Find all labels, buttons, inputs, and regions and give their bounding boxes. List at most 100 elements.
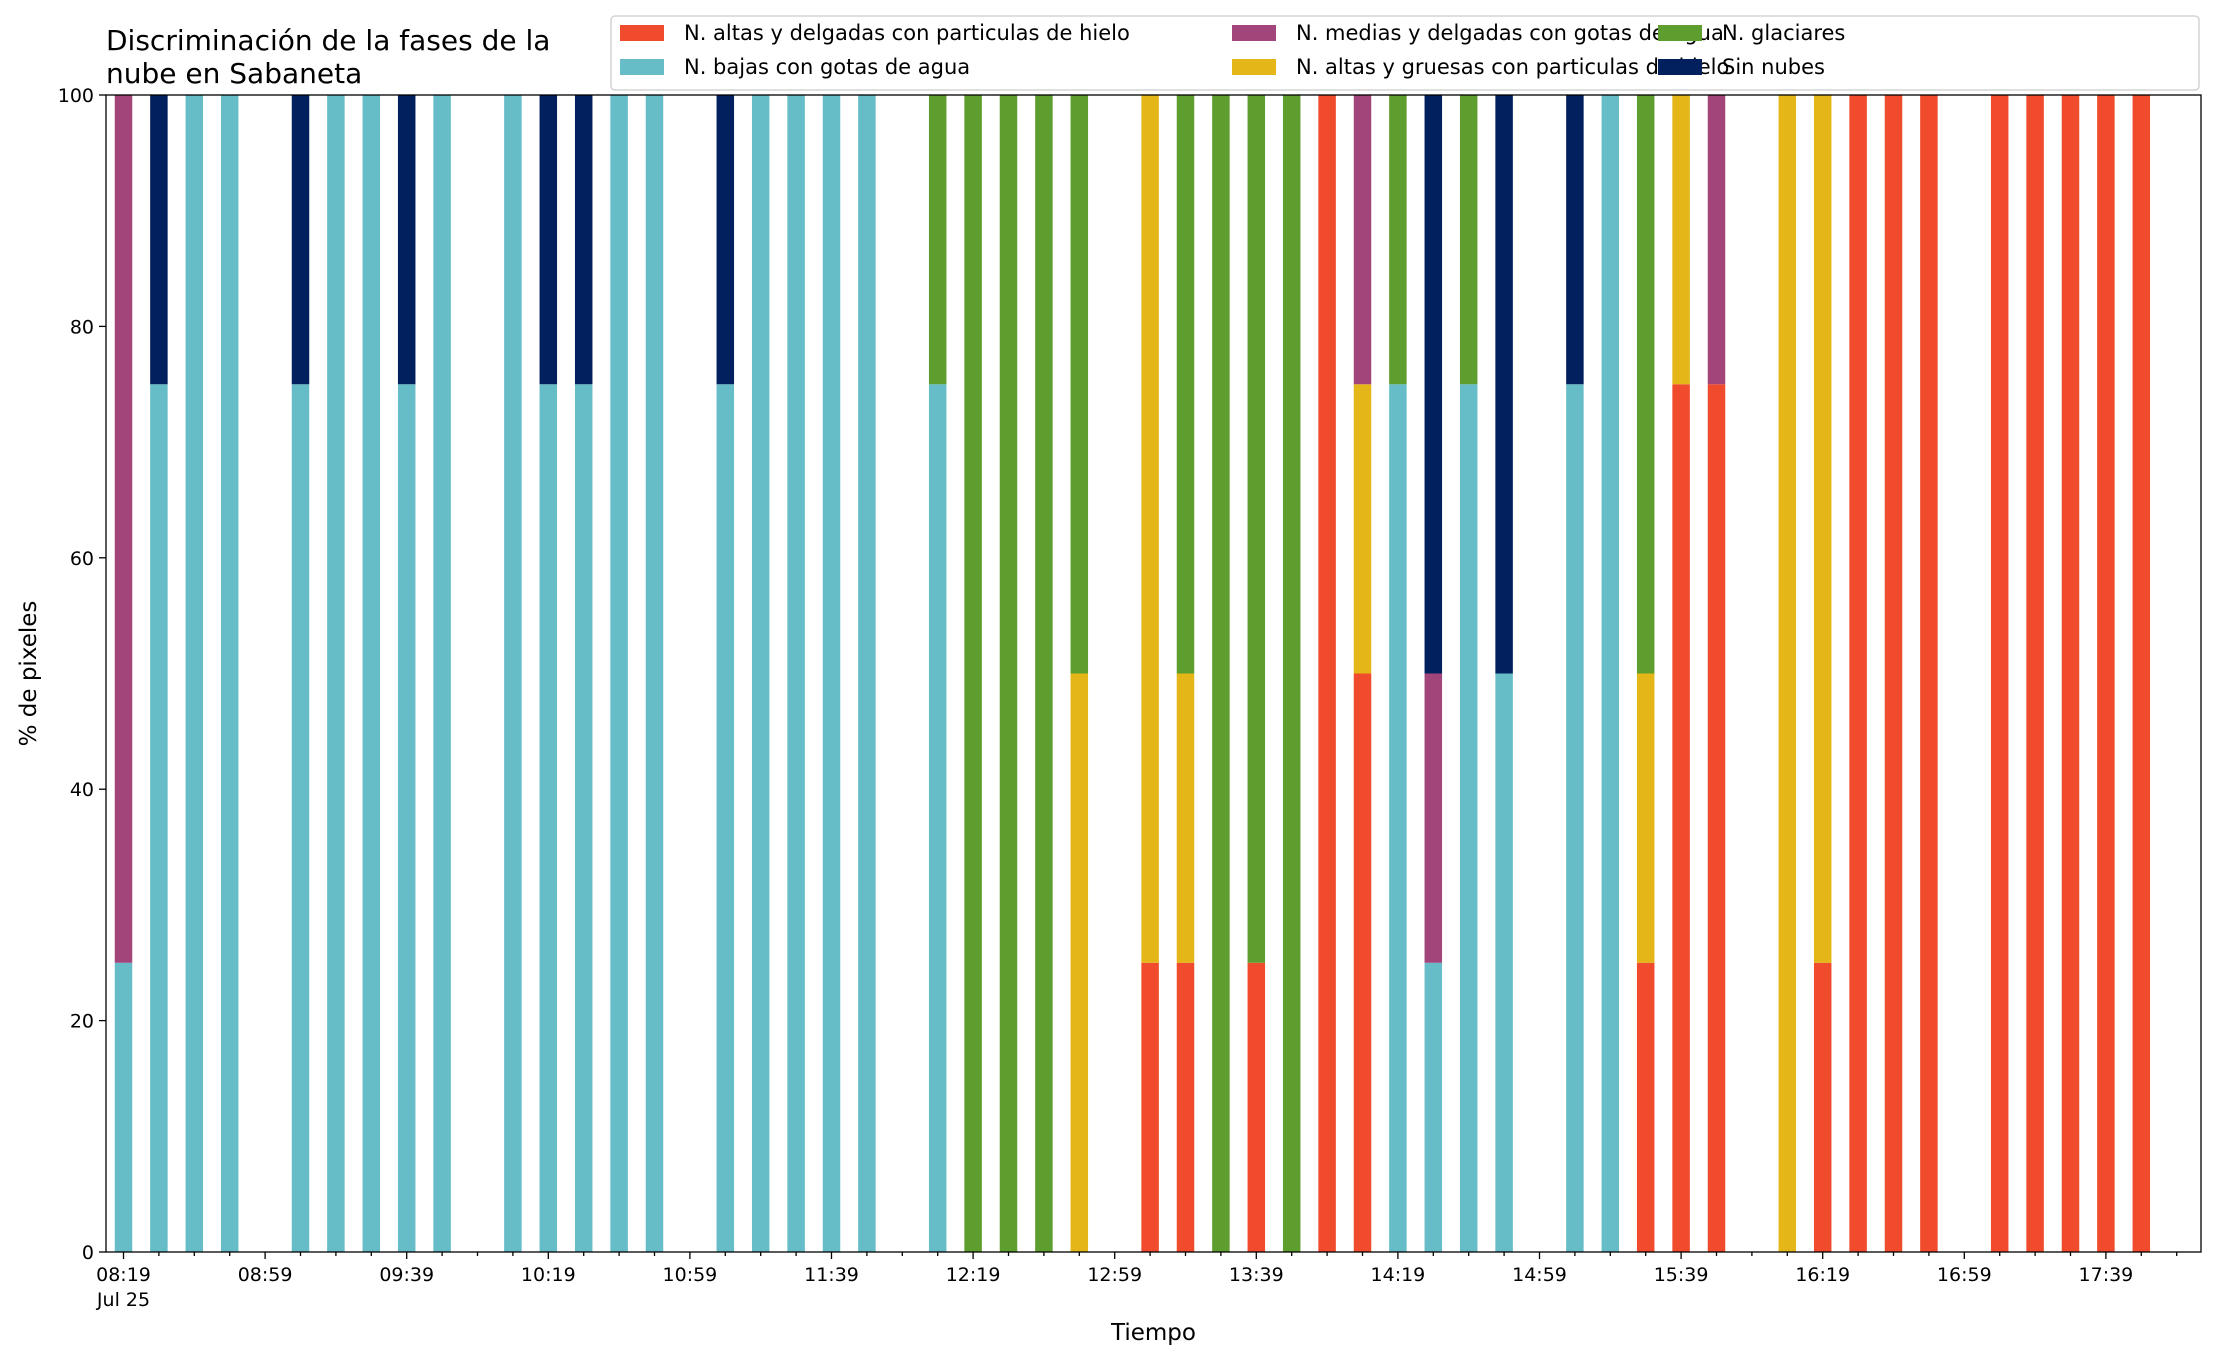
bar-segment	[291, 384, 310, 1252]
y-axis: 0 20 40 60 80 100	[58, 85, 106, 1264]
bar-segment	[574, 384, 593, 1252]
bar-segment	[150, 384, 168, 1252]
legend-label: N. altas y gruesas con particulas de hie…	[1296, 55, 1729, 79]
bar-segment	[1672, 95, 1690, 385]
bar-segment	[928, 95, 947, 385]
legend-swatch	[1232, 25, 1276, 41]
bar-segment	[1247, 962, 1266, 1252]
x-tick-label: 12:19	[946, 1264, 1001, 1286]
bar-segment	[1495, 673, 1513, 1252]
x-tick-label: 15:39	[1654, 1264, 1709, 1286]
legend-entry: N. bajas con gotas de agua	[620, 55, 970, 79]
bar-segment	[1141, 962, 1159, 1252]
x-tick-label: 10:59	[663, 1264, 718, 1286]
bar-segment	[1389, 95, 1407, 385]
x-tick-label: 11:39	[804, 1264, 859, 1286]
bar-segment	[1636, 673, 1655, 963]
bars-layer	[114, 95, 2151, 1252]
bar-segment	[645, 95, 664, 1252]
legend-swatch	[620, 25, 664, 41]
y-tick-label: 40	[70, 779, 94, 801]
bar-segment	[1813, 95, 1832, 963]
y-tick-label: 0	[82, 1242, 94, 1264]
y-tick-label: 80	[70, 316, 94, 338]
x-tick-label: 12:59	[1087, 1264, 1142, 1286]
chart-title-line-1: Discriminación de la fases de la	[106, 24, 550, 57]
bar-segment	[2026, 95, 2044, 1252]
y-tick-label: 20	[70, 1011, 94, 1033]
bar-segment	[1318, 95, 1336, 1252]
bar-segment	[1813, 962, 1832, 1252]
legend-label: N. altas y delgadas con particulas de hi…	[684, 21, 1130, 45]
bar-segment	[1459, 95, 1478, 385]
x-tick-label: 16:59	[1937, 1264, 1992, 1286]
legend-label: N. medias y delgadas con gotas de agua	[1296, 21, 1724, 45]
bar-segment	[1035, 95, 1053, 1252]
bar-segment	[787, 95, 805, 1252]
bar-segment	[1353, 673, 1372, 1252]
bar-segment	[1495, 95, 1513, 674]
legend-entry: Sin nubes	[1658, 55, 1825, 79]
bar-segment	[574, 95, 593, 385]
bar-segment	[2061, 95, 2080, 1252]
bar-segment	[964, 95, 982, 1252]
bar-segment	[1920, 95, 1938, 1252]
legend-label: Sin nubes	[1722, 55, 1825, 79]
bar-segment	[716, 384, 735, 1252]
bar-segment	[1566, 384, 1584, 1252]
bar-segment	[1070, 95, 1089, 674]
bar-segment	[2132, 95, 2151, 1252]
bar-segment	[2097, 95, 2115, 1252]
x-tick-label: 08:19	[96, 1264, 151, 1286]
x-tick-label: 10:19	[521, 1264, 576, 1286]
legend-entry: N. altas y delgadas con particulas de hi…	[620, 21, 1130, 45]
legend-entry: N. altas y gruesas con particulas de hie…	[1232, 55, 1729, 79]
bar-segment	[858, 95, 876, 1252]
bar-segment	[1849, 95, 1867, 1252]
bar-segment	[291, 95, 310, 385]
bar-segment	[1566, 95, 1584, 385]
bar-segment	[822, 95, 841, 1252]
bar-segment	[539, 384, 558, 1252]
x-tick-label: 14:59	[1512, 1264, 1567, 1286]
bar-segment	[1176, 962, 1195, 1252]
bar-segment	[1990, 95, 2009, 1252]
bar-segment	[751, 95, 770, 1252]
bar-segment	[1424, 962, 1443, 1252]
bar-segment	[1672, 384, 1690, 1252]
bar-segment	[1636, 95, 1655, 674]
bar-segment	[1459, 384, 1478, 1252]
bar-segment	[1424, 673, 1443, 963]
bar-segment	[1707, 384, 1726, 1252]
bar-segment	[716, 95, 735, 385]
x-axis: 08:19 08:59 09:39 10:19 10:59 11:39 12:19 12:59…	[96, 1252, 2178, 1311]
bar-segment	[220, 95, 239, 1252]
bar-segment	[114, 95, 133, 963]
legend-swatch	[1658, 25, 1702, 41]
legend-label: N. bajas con gotas de agua	[684, 55, 970, 79]
bar-segment	[327, 95, 345, 1252]
bar-segment	[114, 962, 133, 1252]
legend-swatch	[620, 59, 664, 75]
bar-segment	[928, 384, 947, 1252]
y-tick-label: 100	[58, 85, 94, 107]
bar-segment	[1212, 95, 1230, 1252]
bar-segment	[1353, 384, 1372, 674]
bar-segment	[1389, 384, 1407, 1252]
bar-segment	[1424, 95, 1443, 674]
x-tick-label: 16:19	[1795, 1264, 1850, 1286]
plot-frame	[105, 94, 2202, 1253]
x-tick-label: 13:39	[1229, 1264, 1284, 1286]
x-tick-label: 08:59	[238, 1264, 293, 1286]
legend-entry: N. medias y delgadas con gotas de agua	[1232, 21, 1724, 45]
bar-segment	[539, 95, 558, 385]
bar-segment	[150, 95, 168, 385]
bar-segment	[1778, 95, 1797, 1252]
bar-segment	[1884, 95, 1903, 1252]
legend-swatch	[1658, 59, 1702, 75]
bar-segment	[362, 95, 381, 1252]
bar-segment	[1176, 673, 1195, 963]
x-tick-label: 09:39	[379, 1264, 434, 1286]
bar-segment	[397, 384, 416, 1252]
